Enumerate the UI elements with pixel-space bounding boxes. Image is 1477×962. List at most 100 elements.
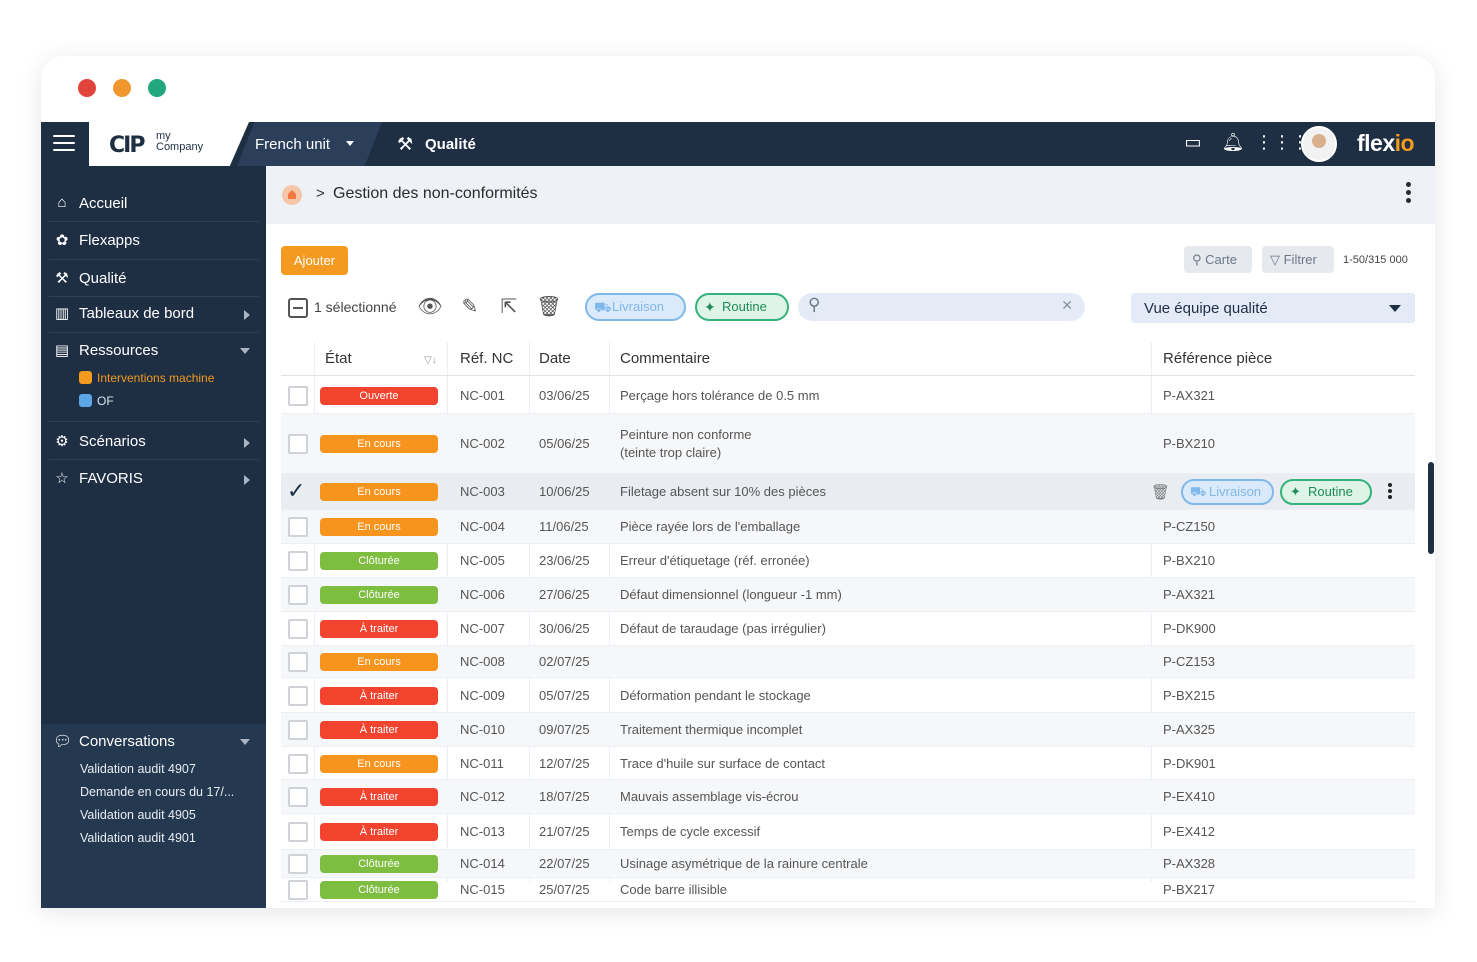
table-row[interactable]: Ouverte NC-001 03/06/25 Perçage hors toléra… bbox=[281, 378, 1415, 414]
map-button[interactable]: ⚲ Carte bbox=[1184, 246, 1252, 273]
unit-label[interactable]: French unit bbox=[255, 136, 331, 153]
row-checkbox[interactable] bbox=[288, 517, 308, 537]
pencil-icon[interactable]: ✎ bbox=[461, 296, 479, 318]
eye-icon[interactable]: 👁︎ bbox=[417, 296, 443, 318]
conversation-item[interactable]: Validation audit 4901 bbox=[80, 831, 196, 845]
menu-icon[interactable] bbox=[53, 135, 75, 153]
sort-icon[interactable]: ▽↓ bbox=[424, 355, 437, 366]
table-row[interactable]: À traiter NC-007 30/06/25 Défaut de tarauda… bbox=[281, 612, 1415, 646]
view-select[interactable]: Vue équipe qualité bbox=[1131, 293, 1415, 323]
status-badge: À traiter bbox=[320, 686, 438, 705]
column-header-ref[interactable]: Réf. NC bbox=[460, 350, 514, 367]
trash-icon[interactable]: 🗑︎ bbox=[536, 296, 562, 318]
routine-chip[interactable]: ✦ Routine bbox=[695, 293, 789, 321]
row-routine-chip[interactable]: ✦ Routine bbox=[1280, 479, 1372, 505]
chevron-down-icon[interactable] bbox=[240, 348, 250, 354]
chevron-right-icon[interactable] bbox=[244, 475, 250, 485]
sidebar-item-scenarios[interactable]: ⚙ Scénarios bbox=[41, 424, 266, 458]
home-icon[interactable] bbox=[282, 185, 302, 205]
bell-icon[interactable]: 🔔︎ bbox=[1221, 132, 1245, 152]
tablet-icon[interactable]: ▭ bbox=[1184, 132, 1202, 152]
table-row[interactable]: En cours NC-002 05/06/25 Peinture non confo… bbox=[281, 414, 1415, 474]
cell-comment: Temps de cycle excessif bbox=[620, 824, 761, 839]
trash-icon[interactable]: 🗑︎ bbox=[1151, 484, 1171, 501]
delivery-chip[interactable]: ⛟ Livraison bbox=[585, 293, 686, 321]
chevron-right-icon[interactable] bbox=[244, 310, 250, 320]
table-row[interactable]: En cours NC-008 02/07/25 P-CZ153 bbox=[281, 646, 1415, 678]
table-row[interactable]: Clôturée NC-005 23/06/25 Erreur d'étiquetag… bbox=[281, 544, 1415, 578]
sidebar-subitem-of[interactable]: OF bbox=[79, 394, 114, 408]
row-checkbox[interactable] bbox=[288, 434, 308, 454]
row-checkbox[interactable] bbox=[288, 753, 308, 774]
table-row[interactable]: En cours NC-011 12/07/25 Trace d'huile sur … bbox=[281, 747, 1415, 780]
avatar[interactable] bbox=[1301, 126, 1337, 162]
row-more-options-icon[interactable] bbox=[1388, 483, 1392, 501]
cell-ref: NC-005 bbox=[460, 553, 505, 568]
minimize-window-button[interactable] bbox=[113, 79, 131, 97]
row-routine-chip-label: Routine bbox=[1308, 484, 1353, 499]
column-header-status[interactable]: État bbox=[325, 350, 352, 367]
search-input[interactable]: ⚲ ✕ bbox=[798, 293, 1085, 321]
row-delivery-chip[interactable]: ⛟ Livraison bbox=[1181, 479, 1274, 505]
status-badge: À traiter bbox=[320, 823, 438, 841]
chat-icon: 💬︎ bbox=[53, 733, 73, 750]
conversation-item[interactable]: Validation audit 4907 bbox=[80, 762, 196, 776]
select-all-checkbox[interactable] bbox=[288, 298, 308, 318]
row-checkbox[interactable] bbox=[288, 585, 308, 605]
column-header-date[interactable]: Date bbox=[539, 350, 571, 367]
row-checkbox[interactable] bbox=[288, 652, 308, 672]
chevron-down-icon[interactable] bbox=[240, 739, 250, 745]
row-checkbox[interactable] bbox=[288, 685, 308, 706]
table-row[interactable]: En cours NC-004 11/06/25 Pièce rayée lors d… bbox=[281, 510, 1415, 544]
sidebar-item-flexapps[interactable]: ✿ Flexapps bbox=[41, 223, 266, 257]
export-icon[interactable]: ⇱ bbox=[500, 296, 518, 318]
row-checkbox[interactable] bbox=[288, 551, 308, 571]
chevron-down-icon[interactable] bbox=[346, 141, 354, 146]
table-row[interactable]: À traiter NC-012 18/07/25 Mauvais assemblag… bbox=[281, 780, 1415, 814]
sidebar-item-favoris[interactable]: ☆ FAVORIS bbox=[41, 461, 266, 495]
vertical-scrollbar[interactable] bbox=[1428, 462, 1434, 554]
row-checkbox[interactable] bbox=[288, 880, 308, 900]
conversations-header[interactable]: 💬︎ Conversations bbox=[41, 724, 266, 758]
table-row[interactable]: ✓ En cours NC-003 10/06/25 Filetage absent s… bbox=[281, 474, 1415, 510]
row-checkbox[interactable] bbox=[288, 854, 308, 874]
sidebar-subitem-interventions[interactable]: Interventions machine bbox=[79, 371, 214, 385]
pagination-info: 1-50/315 000 bbox=[1343, 254, 1408, 266]
cell-part-ref: P-DK901 bbox=[1163, 755, 1216, 771]
row-checkbox[interactable] bbox=[288, 386, 308, 406]
row-checkbox[interactable] bbox=[288, 787, 308, 807]
close-window-button[interactable] bbox=[78, 79, 96, 97]
row-checkbox[interactable] bbox=[288, 822, 308, 842]
cell-part-ref: P-EX410 bbox=[1163, 789, 1216, 804]
clear-icon[interactable]: ✕ bbox=[1061, 297, 1073, 313]
table-icon: ▤ bbox=[54, 342, 70, 359]
sidebar-item-qualite[interactable]: ⚒ Qualité bbox=[41, 261, 266, 295]
conversation-item[interactable]: Validation audit 4905 bbox=[80, 808, 196, 822]
chevron-right-icon[interactable] bbox=[244, 438, 250, 448]
delivery-chip-label: Livraison bbox=[612, 299, 665, 314]
conversation-item[interactable]: Demande en cours du 17/... bbox=[80, 785, 235, 799]
company-logo[interactable]: CIP my Company bbox=[89, 122, 249, 166]
table-row[interactable]: Clôturée NC-015 25/07/25 Code barre illisib… bbox=[281, 878, 1415, 902]
sidebar-item-accueil[interactable]: ⌂ Accueil bbox=[41, 186, 266, 220]
table-row[interactable]: À traiter NC-010 09/07/25 Traitement thermi… bbox=[281, 713, 1415, 747]
more-options-icon[interactable] bbox=[1406, 182, 1412, 206]
add-button[interactable]: Ajouter bbox=[281, 246, 348, 275]
table-row[interactable]: Clôturée NC-006 27/06/25 Défaut dimensionne… bbox=[281, 578, 1415, 612]
column-header-comment[interactable]: Commentaire bbox=[620, 350, 711, 367]
row-checkbox[interactable] bbox=[288, 619, 308, 639]
sidebar-item-tableaux-de-bord[interactable]: ▥ Tableaux de bord bbox=[41, 296, 266, 330]
unit-selector[interactable] bbox=[237, 122, 382, 166]
row-checkbox[interactable] bbox=[288, 720, 308, 740]
apps-grid-icon[interactable]: ⋮⋮⋮ bbox=[1255, 132, 1309, 152]
table-row[interactable]: À traiter NC-013 21/07/25 Temps de cycle ex… bbox=[281, 814, 1415, 850]
maximize-window-button[interactable] bbox=[148, 79, 166, 97]
filter-button[interactable]: ▽ Filtrer bbox=[1262, 246, 1334, 273]
table-row[interactable]: Clôturée NC-014 22/07/25 Usinage asymétriqu… bbox=[281, 850, 1415, 878]
sidebar-item-ressources[interactable]: ▤ Ressources bbox=[41, 333, 266, 367]
filter-button-label: Filtrer bbox=[1283, 252, 1317, 267]
column-header-part[interactable]: Référence pièce bbox=[1163, 350, 1273, 367]
row-checkbox-checked[interactable]: ✓ bbox=[287, 478, 306, 503]
routine-chip-label: Routine bbox=[722, 299, 767, 314]
table-row[interactable]: À traiter NC-009 05/07/25 Déformation penda… bbox=[281, 678, 1415, 713]
